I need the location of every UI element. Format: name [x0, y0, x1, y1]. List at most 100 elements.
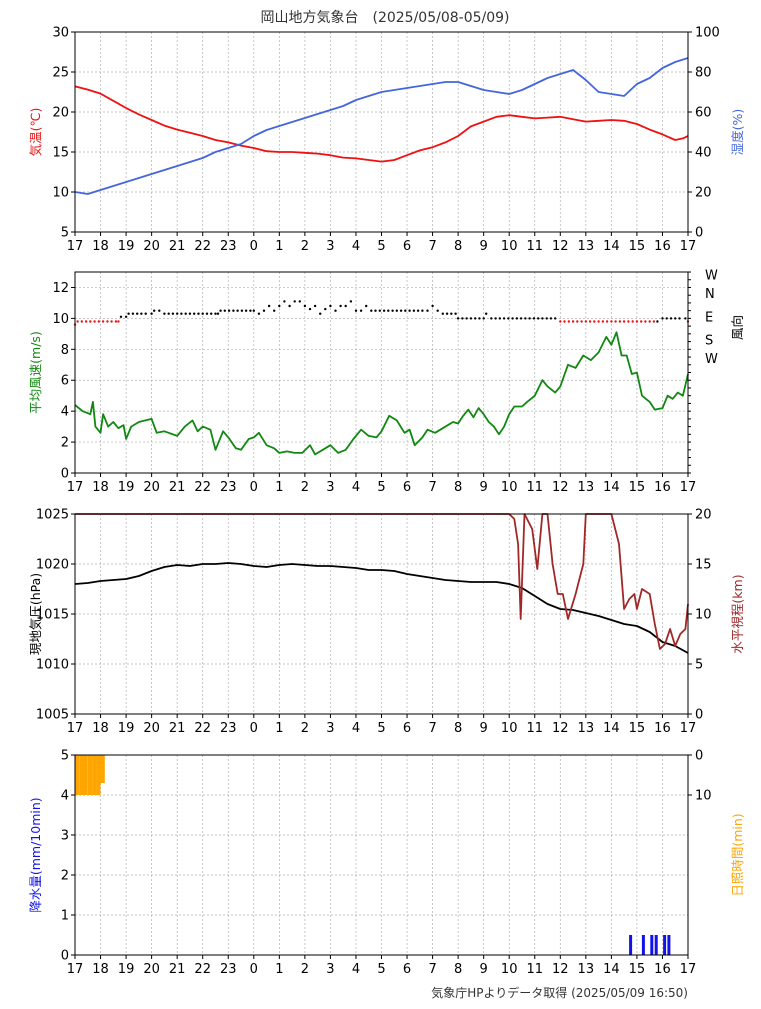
wind-direction-label: E — [705, 310, 713, 325]
sunshine-bar — [75, 755, 80, 795]
x-tick-label: 1 — [275, 480, 283, 495]
wind-direction-dot — [150, 312, 153, 315]
x-tick-label: 5 — [377, 721, 385, 736]
x-tick-label: 18 — [92, 721, 109, 736]
x-tick-label: 7 — [428, 721, 436, 736]
wind-direction-dot — [210, 312, 213, 315]
rain-bar — [663, 935, 667, 955]
wind-direction-dot — [593, 320, 596, 323]
wind-direction-dot — [537, 317, 540, 320]
wind-direction-dot — [117, 320, 120, 323]
x-tick-label: 18 — [92, 962, 109, 977]
x-tick-label: 0 — [250, 721, 258, 736]
panel-pressure-visibility: 17 18 19 20 21 22 23 0 1 2 3 4 5 6 7 8 9 10 11 12 13 14 15 16 17… — [28, 508, 745, 737]
x-tick-label: 9 — [480, 721, 488, 736]
wind-direction-dot — [313, 304, 317, 308]
wind-direction-dot — [167, 312, 170, 315]
wind-direction-dot — [465, 317, 468, 320]
panel-frame — [74, 754, 689, 956]
y-tick-label-left: 30 — [52, 26, 69, 41]
y-tick-label-left: 10 — [52, 312, 69, 327]
wind-direction-dot — [482, 317, 485, 320]
wind-direction-dot — [324, 307, 327, 311]
x-tick-label: 12 — [552, 962, 569, 977]
y-tick-label-left: 2 — [61, 869, 69, 884]
y-tick-label-left: 10 — [52, 186, 69, 201]
wind-direction-dot — [511, 317, 514, 320]
y-tick-label-left: 20 — [52, 106, 69, 121]
x-tick-label: 9 — [480, 480, 488, 495]
series-line-temp-humidity-1 — [74, 57, 689, 195]
wind-direction-dot — [349, 300, 353, 303]
wind-direction-dot — [288, 304, 291, 308]
x-tick-label: 5 — [377, 480, 385, 495]
x-tick-label: 8 — [454, 962, 462, 977]
x-tick-label: 0 — [250, 239, 258, 254]
wind-direction-dot — [257, 312, 261, 315]
x-tick-label: 15 — [629, 721, 646, 736]
wind-direction-dot — [278, 304, 281, 308]
sunshine-bar — [87, 755, 93, 795]
x-tick-label: 2 — [301, 721, 309, 736]
wind-direction-dot — [559, 320, 562, 323]
wind-direction-dot — [507, 317, 510, 320]
wind-direction-dot — [640, 320, 643, 323]
x-tick-label: 17 — [680, 480, 697, 495]
wind-direction-dot — [580, 320, 583, 323]
wind-direction-dot — [110, 320, 113, 323]
y-tick-label-left: 1020 — [36, 558, 69, 573]
x-tick-label: 16 — [654, 239, 671, 254]
x-tick-label: 13 — [578, 239, 595, 254]
wind-direction-dot — [197, 312, 200, 315]
x-tick-label: 20 — [143, 721, 160, 736]
wind-direction-dot — [188, 312, 192, 315]
x-tick-label: 11 — [526, 480, 543, 495]
wind-direction-dot — [214, 312, 217, 315]
wind-direction-dot — [89, 320, 92, 323]
y-tick-label-right: 15 — [695, 558, 712, 573]
y-tick-label-right: 20 — [695, 186, 712, 201]
wind-direction-dot — [180, 312, 183, 315]
wind-direction-dot — [365, 304, 368, 308]
x-tick-label: 8 — [454, 721, 462, 736]
wind-direction-dot — [354, 309, 358, 312]
y-tick-label-right: 0 — [695, 749, 703, 764]
x-tick-label: 10 — [501, 962, 518, 977]
rain-bar — [629, 935, 633, 955]
x-tick-label: 1 — [275, 721, 283, 736]
wind-direction-dot — [519, 317, 523, 320]
wind-direction-dot — [329, 304, 332, 308]
x-tick-label: 12 — [552, 721, 569, 736]
wind-direction-dot — [416, 309, 420, 312]
wind-direction-dot — [252, 309, 255, 312]
x-tick-label: 13 — [578, 480, 595, 495]
sunshine-bar — [92, 755, 97, 795]
x-tick-label: 21 — [169, 480, 186, 495]
x-tick-label: 16 — [654, 480, 671, 495]
x-tick-label: 7 — [428, 239, 436, 254]
y-axis-label-left: 現地気圧(hPa) — [28, 573, 43, 655]
y-tick-label-left: 25 — [52, 66, 69, 81]
chart-panels: 17 18 19 20 21 22 23 0 1 2 3 4 5 6 7 8 9 10 11 12 13 14 15 16 17… — [28, 26, 745, 978]
wind-direction-dot — [262, 309, 266, 312]
x-tick-label: 17 — [67, 962, 84, 977]
x-tick-label: 4 — [352, 480, 360, 495]
x-tick-label: 2 — [301, 239, 309, 254]
wind-direction-dot — [588, 320, 592, 323]
wind-direction-dot — [421, 309, 424, 312]
x-tick-label: 8 — [454, 239, 462, 254]
rain-bar — [654, 935, 658, 955]
wind-direction-label: W — [705, 269, 718, 284]
x-tick-label: 3 — [326, 721, 334, 736]
wind-direction-dot — [436, 309, 439, 312]
wind-direction-dot — [76, 320, 79, 323]
x-tick-label: 1 — [275, 962, 283, 977]
y-tick-label-left: 1015 — [36, 608, 69, 623]
y-axis-label-right: 風向 — [730, 315, 745, 340]
y-tick-label-left: 0 — [61, 949, 69, 964]
wind-direction-dot — [223, 309, 226, 312]
x-tick-label: 6 — [403, 480, 411, 495]
x-tick-label: 2 — [301, 962, 309, 977]
wind-direction-dot — [661, 317, 664, 320]
x-tick-label: 13 — [578, 721, 595, 736]
